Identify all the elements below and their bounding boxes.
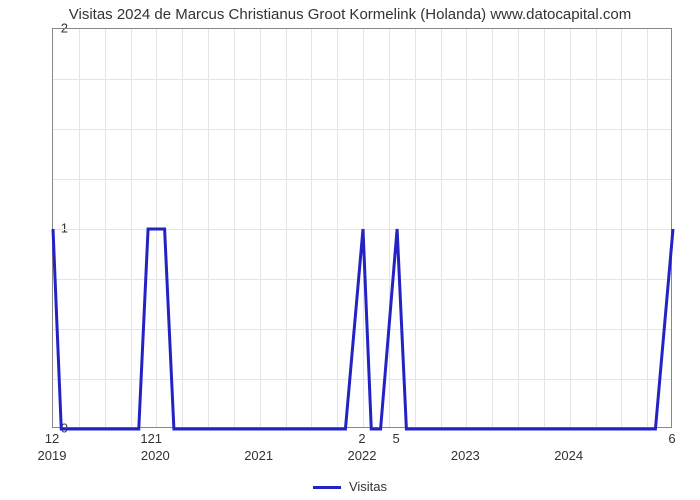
legend-swatch xyxy=(313,486,341,489)
chart-title: Visitas 2024 de Marcus Christianus Groot… xyxy=(0,6,700,23)
x-tick-label: 2020 xyxy=(141,448,170,463)
x-tick-label: 2024 xyxy=(554,448,583,463)
legend: Visitas xyxy=(0,479,700,494)
legend-label: Visitas xyxy=(349,479,387,494)
x-tick-label: 2022 xyxy=(348,448,377,463)
x-tick-label: 2021 xyxy=(244,448,273,463)
data-annotation: 5 xyxy=(392,431,399,446)
data-annotation: 2 xyxy=(358,431,365,446)
data-annotation: 6 xyxy=(668,431,675,446)
x-tick-label: 2019 xyxy=(38,448,67,463)
plot-area xyxy=(52,28,672,428)
data-line xyxy=(53,29,671,427)
visits-line-chart: Visitas 2024 de Marcus Christianus Groot… xyxy=(0,0,700,500)
data-annotation: 121 xyxy=(140,431,162,446)
data-annotation: 12 xyxy=(45,431,59,446)
x-tick-label: 2023 xyxy=(451,448,480,463)
